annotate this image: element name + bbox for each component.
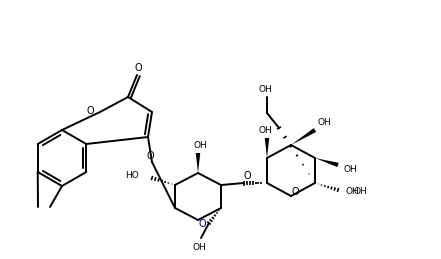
Text: HO: HO [125, 171, 139, 181]
Text: OH: OH [258, 84, 272, 93]
Text: OH: OH [346, 188, 360, 197]
Text: O: O [134, 63, 142, 73]
Text: O: O [198, 219, 206, 229]
Text: O: O [243, 171, 251, 181]
Text: O: O [146, 151, 154, 161]
Text: O: O [86, 106, 94, 116]
Text: OH: OH [193, 140, 207, 149]
Text: OH: OH [258, 126, 272, 134]
Text: OH: OH [353, 186, 367, 196]
Polygon shape [265, 138, 269, 158]
Polygon shape [291, 128, 316, 145]
Text: O: O [291, 187, 299, 197]
Text: OH: OH [317, 118, 331, 126]
Text: OH: OH [192, 242, 206, 251]
Polygon shape [196, 153, 200, 173]
Text: OH: OH [343, 166, 357, 175]
Polygon shape [315, 158, 339, 167]
